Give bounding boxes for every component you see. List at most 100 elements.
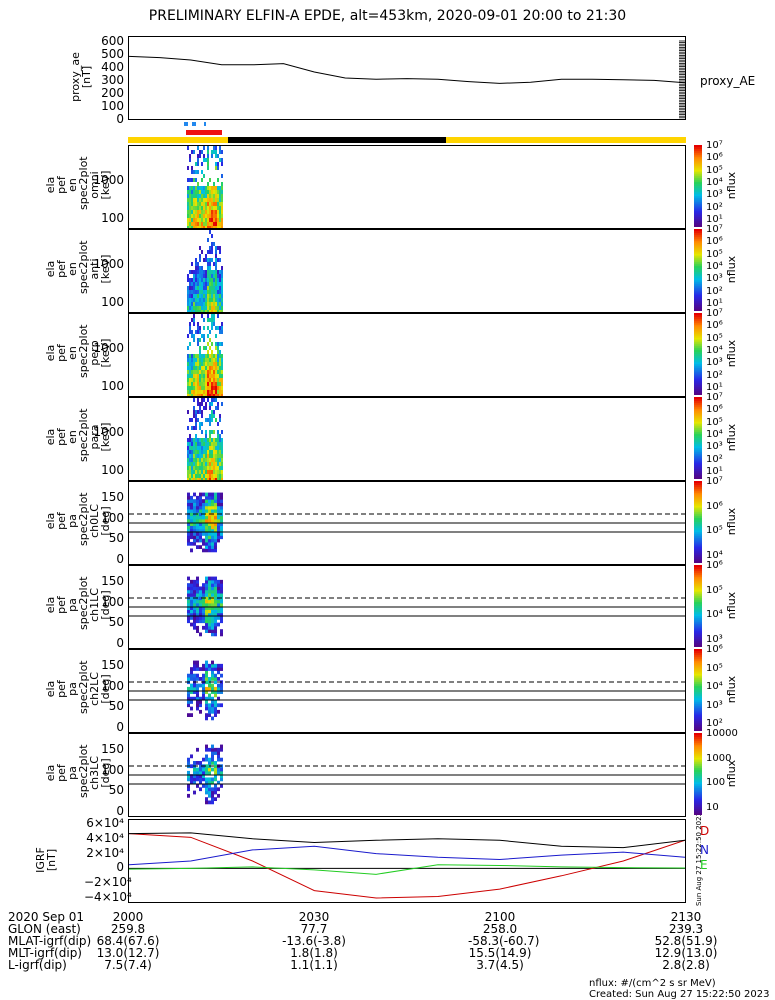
colorbar-unit: nflux xyxy=(725,507,739,536)
spectrogram-cell xyxy=(197,310,199,312)
spectrogram-cell xyxy=(207,186,209,190)
pitch-angle-cell xyxy=(214,774,217,778)
spectrogram-cell xyxy=(213,450,215,454)
pitch-angle-cell xyxy=(208,492,211,497)
spectrogram-cell xyxy=(209,394,211,396)
pitch-angle-cell xyxy=(211,790,214,795)
spectrogram-cell xyxy=(199,426,201,430)
colorbar-cell xyxy=(694,554,702,558)
spectrogram-cell xyxy=(203,390,205,394)
spectrogram-cell xyxy=(213,274,215,278)
pitch-angle-cell xyxy=(196,583,199,587)
spectrogram-cell xyxy=(217,342,219,346)
spectrogram-cell xyxy=(219,150,221,154)
spectrogram-cell xyxy=(213,366,215,370)
pitch-angle-cell xyxy=(208,706,211,711)
spectrogram-cell xyxy=(191,294,193,298)
spectrogram-cell xyxy=(215,474,217,478)
spectrogram-cell xyxy=(213,306,215,310)
spectrogram-cell xyxy=(201,474,203,478)
pitch-angle-cell xyxy=(187,609,190,614)
spectrogram-cell xyxy=(187,298,189,302)
spectrogram-cell xyxy=(207,446,209,450)
pitch-angle-cell xyxy=(211,747,214,752)
spectrogram-cell xyxy=(203,370,205,374)
spectrogram-cell xyxy=(189,278,191,282)
spectrogram-cell xyxy=(199,458,201,462)
spectrogram-cell xyxy=(221,374,223,378)
spectrogram-cell xyxy=(211,358,213,362)
spectrogram-cell xyxy=(211,298,213,302)
pitch-angle-cell xyxy=(196,690,199,694)
spectrogram-cell xyxy=(187,354,189,358)
colorbar-tick-label: 10² xyxy=(706,718,723,729)
colorbar-cell xyxy=(694,790,702,793)
spectrogram-cell xyxy=(205,254,207,258)
spectrogram-cell xyxy=(191,458,193,462)
footer-row-label: GLON (east) xyxy=(8,922,81,936)
spectrogram-cell xyxy=(211,414,213,418)
pitch-angle-cell xyxy=(208,790,211,795)
spectrogram-cell xyxy=(203,462,205,466)
pitch-angle-cell xyxy=(193,660,196,665)
spectrogram-cell xyxy=(197,386,199,390)
spectrogram-cell xyxy=(215,206,217,210)
colorbar-cell xyxy=(694,274,702,277)
pitch-angle-cell xyxy=(205,619,208,624)
colorbar-cell xyxy=(694,325,702,328)
spectrogram-cell xyxy=(187,358,189,362)
colorbar-cell xyxy=(694,218,702,222)
spectrogram-cell xyxy=(209,262,211,266)
pitch-angle-cell xyxy=(208,787,211,792)
spectrogram-cell xyxy=(219,434,221,438)
pitch-angle-cell xyxy=(199,502,202,507)
colorbar-cell xyxy=(694,419,702,423)
colorbar-cell xyxy=(694,474,702,478)
energy-tick-label: 100 xyxy=(101,379,124,393)
spectrogram-cell xyxy=(205,394,207,396)
spectrogram-cell xyxy=(195,442,197,446)
pitch-angle-cell xyxy=(190,535,193,540)
spectrogram-cell xyxy=(219,194,221,198)
spectrogram-cell xyxy=(191,382,193,386)
spectrogram-cell xyxy=(197,298,199,302)
pitch-angle-cell xyxy=(217,787,220,792)
spectrogram-cell xyxy=(205,462,207,466)
spectrogram-cell xyxy=(191,198,193,202)
igrf-side-text: Sun Aug 27 15:22:50 2023 xyxy=(695,811,704,907)
spectrogram-cell xyxy=(221,454,223,458)
spectrogram-cell xyxy=(211,154,213,158)
pitch-angle-cell xyxy=(190,616,193,620)
pitch-angle-panel xyxy=(128,481,686,565)
spectrogram-cell xyxy=(189,470,191,474)
pitch-angle-cell xyxy=(199,774,202,778)
spectrogram-cell xyxy=(191,362,193,366)
pitch-angle-cell xyxy=(190,518,193,523)
spectrogram-cell xyxy=(189,466,191,470)
spectrogram-cell xyxy=(199,246,201,250)
pitch-angle-cell xyxy=(220,602,223,607)
spectrogram-cell xyxy=(201,398,203,402)
spectrogram-cell xyxy=(197,202,199,206)
pitch-angle-cell xyxy=(205,495,208,500)
pitch-angle-cell xyxy=(217,528,220,533)
spectrogram-cell xyxy=(211,390,213,394)
spectrogram-cell xyxy=(211,474,213,478)
spectrogram-cell xyxy=(189,310,191,312)
spectrogram-cell xyxy=(203,226,205,228)
pitch-angle-cell xyxy=(217,622,220,627)
spectrogram-cell xyxy=(191,334,193,338)
pitch-angle-cell xyxy=(214,579,217,584)
spectrogram-cell xyxy=(211,410,213,414)
spectrogram-cell xyxy=(219,390,221,394)
spectrogram-cell xyxy=(207,318,209,322)
spectrogram-cell xyxy=(195,190,197,194)
footer-value: 259.8 xyxy=(110,922,146,936)
spectrogram-cell xyxy=(197,458,199,462)
spectrogram-cell xyxy=(217,370,219,374)
pitch-angle-cell xyxy=(202,599,205,604)
spectrogram-cell xyxy=(219,382,221,386)
pitch-angle-cell xyxy=(196,502,199,507)
colorbar-unit: nflux xyxy=(725,759,739,788)
pitch-angle-cell xyxy=(193,616,196,620)
